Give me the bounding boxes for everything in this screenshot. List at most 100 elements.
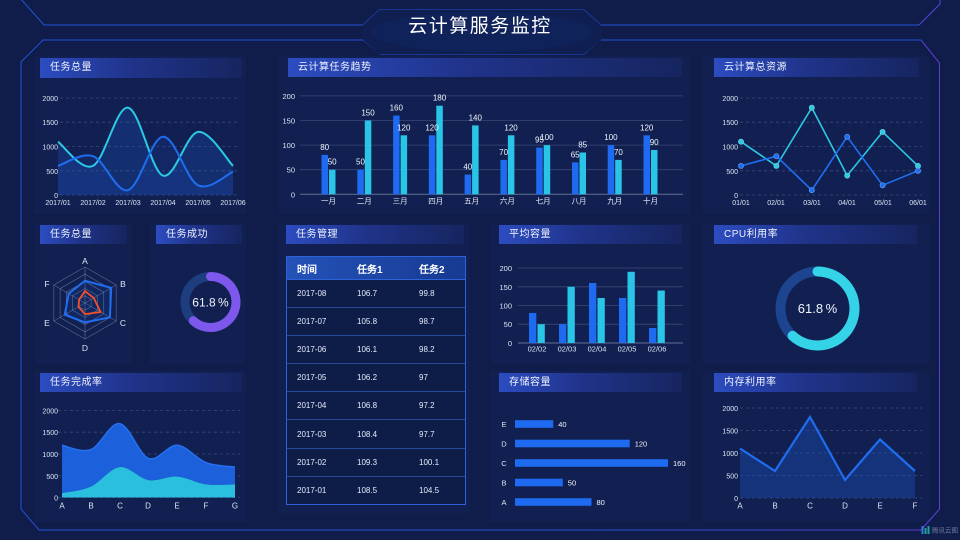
svg-text:500: 500 bbox=[726, 169, 738, 176]
svg-text:2000: 2000 bbox=[722, 96, 738, 103]
svg-text:500: 500 bbox=[726, 474, 738, 481]
svg-text:120: 120 bbox=[635, 440, 648, 449]
svg-text:65: 65 bbox=[571, 150, 580, 159]
svg-text:A: A bbox=[501, 498, 506, 507]
svg-text:50: 50 bbox=[328, 158, 337, 167]
svg-text:B: B bbox=[501, 479, 506, 488]
svg-text:E: E bbox=[44, 318, 50, 328]
svg-text:50: 50 bbox=[568, 479, 576, 488]
svg-text:50: 50 bbox=[356, 158, 365, 167]
svg-text:150: 150 bbox=[361, 109, 375, 118]
svg-text:2017/02: 2017/02 bbox=[80, 200, 105, 207]
svg-text:95: 95 bbox=[535, 136, 544, 145]
svg-text:腾讯云图: 腾讯云图 bbox=[932, 526, 958, 535]
svg-text:500: 500 bbox=[46, 169, 58, 176]
svg-text:C: C bbox=[807, 502, 813, 511]
svg-text:A: A bbox=[59, 502, 65, 511]
svg-text:01/01: 01/01 bbox=[732, 200, 750, 207]
svg-text:B: B bbox=[120, 279, 126, 289]
svg-text:150: 150 bbox=[499, 283, 512, 292]
svg-text:02/06: 02/06 bbox=[648, 345, 667, 354]
svg-text:0: 0 bbox=[734, 193, 738, 200]
svg-text:06/01: 06/01 bbox=[909, 200, 927, 207]
svg-text:200: 200 bbox=[499, 264, 512, 273]
svg-text:三月: 三月 bbox=[393, 197, 408, 206]
svg-text:E: E bbox=[174, 502, 179, 511]
svg-text:04/01: 04/01 bbox=[838, 200, 856, 207]
svg-text:五月: 五月 bbox=[464, 197, 479, 206]
svg-text:C: C bbox=[117, 502, 123, 511]
svg-text:80: 80 bbox=[320, 143, 329, 152]
svg-text:200: 200 bbox=[282, 92, 295, 101]
svg-text:D: D bbox=[501, 440, 507, 449]
svg-text:七月: 七月 bbox=[536, 197, 551, 206]
svg-text:C: C bbox=[501, 459, 507, 468]
svg-text:80: 80 bbox=[597, 498, 605, 507]
svg-text:2000: 2000 bbox=[42, 409, 58, 416]
svg-text:50: 50 bbox=[287, 166, 295, 175]
svg-text:1000: 1000 bbox=[42, 452, 58, 459]
svg-text:100: 100 bbox=[540, 133, 554, 142]
svg-text:C: C bbox=[120, 318, 126, 328]
svg-text:二月: 二月 bbox=[357, 197, 372, 206]
svg-text:F: F bbox=[204, 502, 209, 511]
svg-text:03/01: 03/01 bbox=[803, 200, 821, 207]
svg-text:500: 500 bbox=[46, 474, 58, 481]
svg-text:0: 0 bbox=[508, 339, 512, 348]
svg-text:四月: 四月 bbox=[428, 197, 443, 206]
svg-text:160: 160 bbox=[390, 104, 404, 113]
svg-text:D: D bbox=[842, 502, 848, 511]
svg-text:120: 120 bbox=[504, 123, 518, 132]
svg-text:61.8 %: 61.8 % bbox=[192, 296, 229, 310]
svg-text:85: 85 bbox=[578, 141, 587, 150]
svg-text:2017/04: 2017/04 bbox=[150, 200, 175, 207]
svg-text:D: D bbox=[145, 502, 151, 511]
svg-text:120: 120 bbox=[640, 123, 654, 132]
svg-text:2000: 2000 bbox=[42, 96, 58, 103]
svg-text:2017/01: 2017/01 bbox=[45, 200, 70, 207]
svg-text:02/05: 02/05 bbox=[618, 345, 637, 354]
svg-text:F: F bbox=[44, 279, 49, 289]
svg-text:40: 40 bbox=[558, 420, 566, 429]
svg-text:100: 100 bbox=[604, 133, 618, 142]
svg-text:0: 0 bbox=[291, 190, 295, 199]
svg-text:八月: 八月 bbox=[572, 197, 587, 206]
svg-text:120: 120 bbox=[425, 123, 439, 132]
svg-text:1000: 1000 bbox=[722, 451, 738, 458]
svg-text:F: F bbox=[913, 502, 918, 511]
svg-text:一月: 一月 bbox=[321, 197, 336, 206]
svg-text:九月: 九月 bbox=[607, 197, 622, 206]
svg-text:十月: 十月 bbox=[643, 196, 658, 206]
svg-text:0: 0 bbox=[734, 496, 738, 503]
svg-text:2017/05: 2017/05 bbox=[185, 200, 210, 207]
svg-text:D: D bbox=[82, 343, 88, 353]
svg-text:90: 90 bbox=[650, 138, 659, 147]
svg-text:120: 120 bbox=[397, 123, 411, 132]
svg-text:A: A bbox=[82, 256, 88, 266]
svg-text:G: G bbox=[232, 502, 238, 511]
svg-text:180: 180 bbox=[433, 94, 447, 103]
svg-text:61.8 %: 61.8 % bbox=[798, 301, 838, 316]
svg-text:B: B bbox=[772, 502, 777, 511]
svg-text:1500: 1500 bbox=[42, 120, 58, 127]
svg-text:70: 70 bbox=[499, 148, 508, 157]
svg-text:1500: 1500 bbox=[722, 120, 738, 127]
svg-text:2017/06: 2017/06 bbox=[220, 200, 245, 207]
svg-text:05/01: 05/01 bbox=[874, 200, 892, 207]
svg-text:1500: 1500 bbox=[42, 430, 58, 437]
svg-text:1000: 1000 bbox=[722, 145, 738, 152]
svg-text:0: 0 bbox=[54, 496, 58, 503]
svg-text:50: 50 bbox=[504, 320, 512, 329]
svg-text:02/02: 02/02 bbox=[528, 345, 547, 354]
svg-text:100: 100 bbox=[282, 141, 295, 150]
svg-text:2017/03: 2017/03 bbox=[115, 200, 140, 207]
svg-text:0: 0 bbox=[54, 193, 58, 200]
svg-text:150: 150 bbox=[282, 117, 295, 126]
svg-text:E: E bbox=[877, 502, 882, 511]
svg-text:02/03: 02/03 bbox=[558, 345, 577, 354]
svg-text:140: 140 bbox=[469, 113, 483, 122]
svg-text:1000: 1000 bbox=[42, 145, 58, 152]
svg-text:六月: 六月 bbox=[500, 196, 515, 206]
svg-text:02/01: 02/01 bbox=[767, 200, 785, 207]
svg-text:70: 70 bbox=[614, 148, 623, 157]
